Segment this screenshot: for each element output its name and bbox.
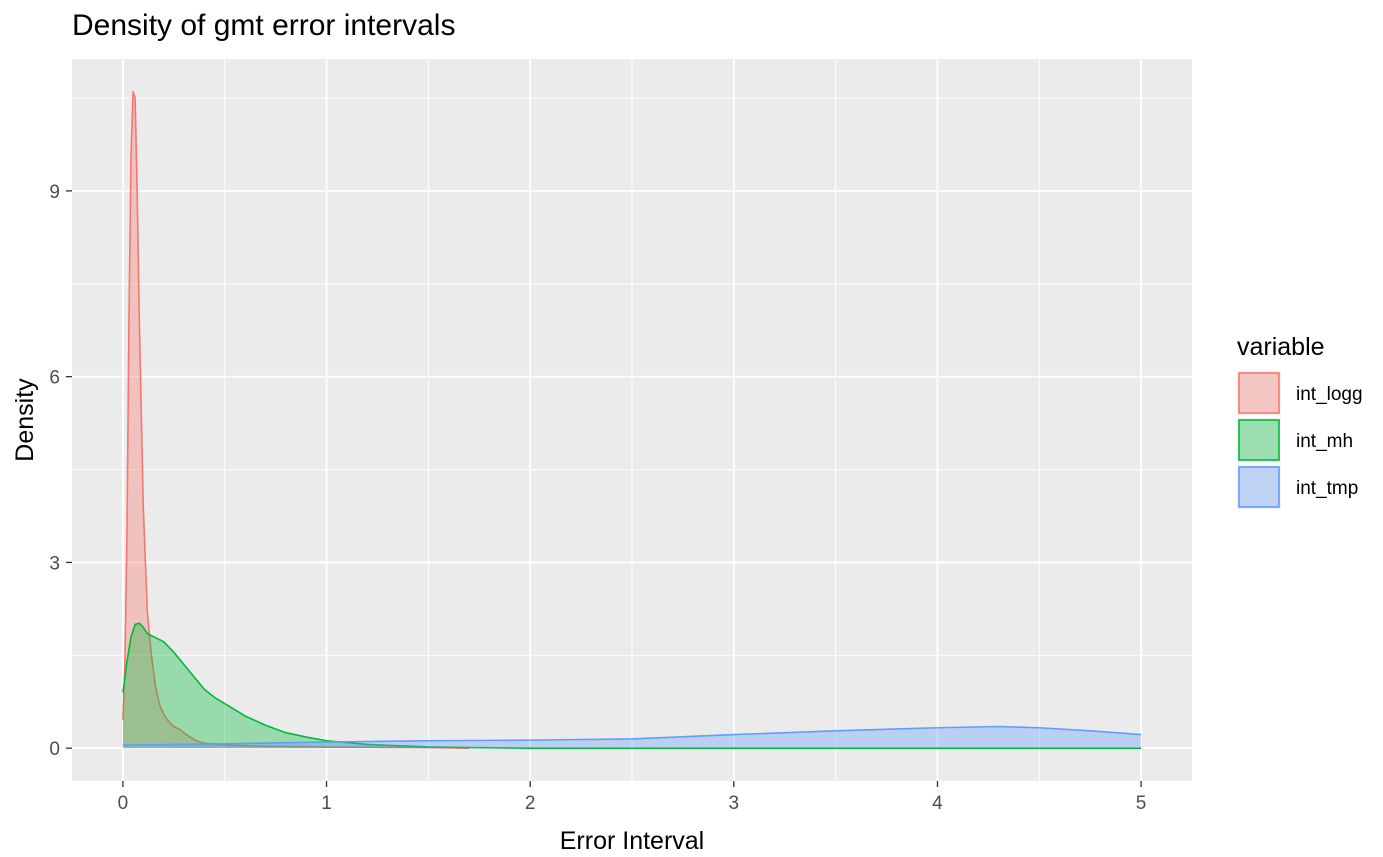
legend-item-int_logg: int_logg <box>1237 371 1363 415</box>
legend-title: variable <box>1237 333 1325 361</box>
legend-key-background <box>1237 465 1281 509</box>
density-area-int_mh <box>122 623 1142 749</box>
x-tick-label: 5 <box>1136 793 1147 814</box>
density-line-int_mh <box>122 622 1142 749</box>
legend-key-swatch <box>1238 466 1280 508</box>
x-axis-title: Error Interval <box>560 827 704 855</box>
y-axis-title: Density <box>11 378 39 462</box>
x-tick-label: 1 <box>321 793 332 814</box>
minor-gridlines <box>72 59 1192 781</box>
x-tick-label: 0 <box>118 793 129 814</box>
legend-label: int_logg <box>1296 384 1363 405</box>
y-tick-label: 9 <box>49 182 60 203</box>
legend-key-swatch <box>1238 372 1280 414</box>
series-int_mh <box>122 622 1142 749</box>
y-axis: 0 3 6 9 <box>49 182 72 760</box>
series-int_tmp <box>122 725 1142 749</box>
x-tick-label: 4 <box>932 793 943 814</box>
legend-label: int_mh <box>1296 431 1353 452</box>
legend-label: int_tmp <box>1296 478 1358 499</box>
density-series <box>122 91 1142 749</box>
legend-key-background <box>1237 418 1281 462</box>
x-axis: 0 1 2 3 4 5 <box>118 781 1147 814</box>
y-tick-label: 6 <box>49 368 60 389</box>
y-tick-label: 0 <box>49 739 60 760</box>
legend: variable int_logg int_mh int_tmp <box>1237 333 1363 509</box>
legend-key-swatch <box>1238 419 1280 461</box>
density-line-int_tmp <box>122 725 1142 746</box>
major-gridlines <box>72 59 1192 781</box>
legend-item-int_mh: int_mh <box>1237 418 1353 462</box>
x-tick-label: 3 <box>729 793 740 814</box>
chart-title: Density of gmt error intervals <box>72 9 455 42</box>
density-line-int_logg <box>122 91 470 749</box>
x-tick-label: 2 <box>525 793 536 814</box>
series-int_logg <box>122 91 470 749</box>
density-area-int_tmp <box>122 726 1142 749</box>
y-tick-label: 3 <box>49 553 60 574</box>
legend-item-int_tmp: int_tmp <box>1237 465 1358 509</box>
legend-key-background <box>1237 371 1281 415</box>
